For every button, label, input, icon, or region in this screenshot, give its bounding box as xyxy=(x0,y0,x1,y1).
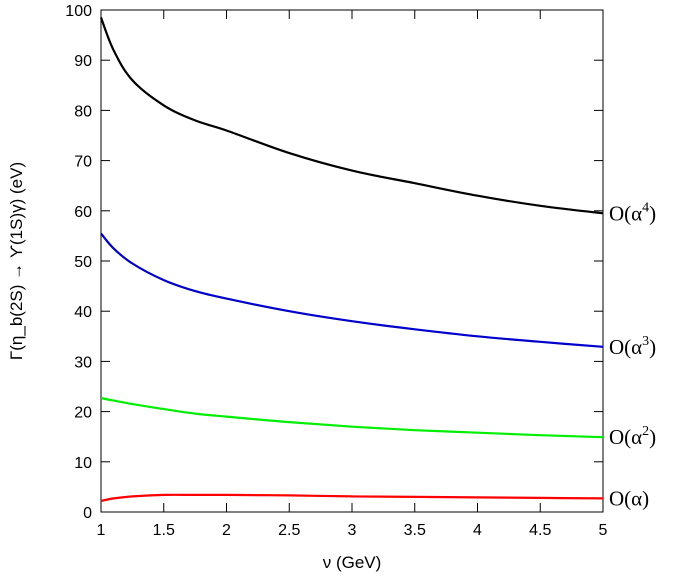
x-tick-label: 1 xyxy=(97,522,106,539)
series-label-close: ) xyxy=(649,425,656,449)
series-lines xyxy=(99,17,604,503)
series-label-base: O(α xyxy=(609,425,642,449)
series-label-close: ) xyxy=(649,335,656,359)
x-tick-label: 2 xyxy=(222,522,231,539)
y-tick-label: 40 xyxy=(74,304,92,321)
x-tick-label: 2.5 xyxy=(278,522,300,539)
y-tick-label: 0 xyxy=(83,505,92,522)
series-label-3: O(α4) xyxy=(609,200,656,225)
x-tick-label: 5 xyxy=(599,522,608,539)
x-axis-label: ν (GeV) xyxy=(323,553,382,572)
series-label-close: ) xyxy=(649,201,656,225)
y-tick-label: 90 xyxy=(74,53,92,70)
y-tick-label: 30 xyxy=(74,354,92,371)
x-tick-label: 1.5 xyxy=(153,522,175,539)
series-line-2 xyxy=(100,232,604,348)
y-tick-label: 20 xyxy=(74,405,92,422)
x-tick-label: 3 xyxy=(348,522,357,539)
series-label-exponent: 2 xyxy=(642,424,649,439)
series-label-exponent: 3 xyxy=(642,334,649,349)
series-label-1: O(α2) xyxy=(609,424,656,449)
series-line-3 xyxy=(99,17,604,215)
y-tick-label: 60 xyxy=(74,204,92,221)
y-tick-label: 10 xyxy=(74,455,92,472)
series-label-base: O(α xyxy=(609,201,642,225)
y-tick-label: 80 xyxy=(74,103,92,120)
series-labels: O(α)O(α2)O(α3)O(α4) xyxy=(609,200,656,510)
y-axis-label: Γ(η_b(2S) → ϒ(1S)γ) (eV) xyxy=(7,162,26,360)
y-tick-label: 70 xyxy=(74,154,92,171)
series-label-0: O(α) xyxy=(609,486,649,510)
series-line-1 xyxy=(100,396,604,439)
x-tick-label: 4.5 xyxy=(529,522,551,539)
y-tick-label: 100 xyxy=(65,3,92,20)
series-label-exponent: 4 xyxy=(642,200,649,215)
series-label-2: O(α3) xyxy=(609,334,656,359)
x-tick-label: 4 xyxy=(473,522,482,539)
y-tick-label: 50 xyxy=(74,254,92,271)
x-tick-label: 3.5 xyxy=(404,522,426,539)
series-line-0 xyxy=(100,493,604,503)
series-label-base: O(α) xyxy=(609,486,649,510)
series-label-base: O(α xyxy=(609,335,642,359)
plot-frame xyxy=(100,9,604,513)
